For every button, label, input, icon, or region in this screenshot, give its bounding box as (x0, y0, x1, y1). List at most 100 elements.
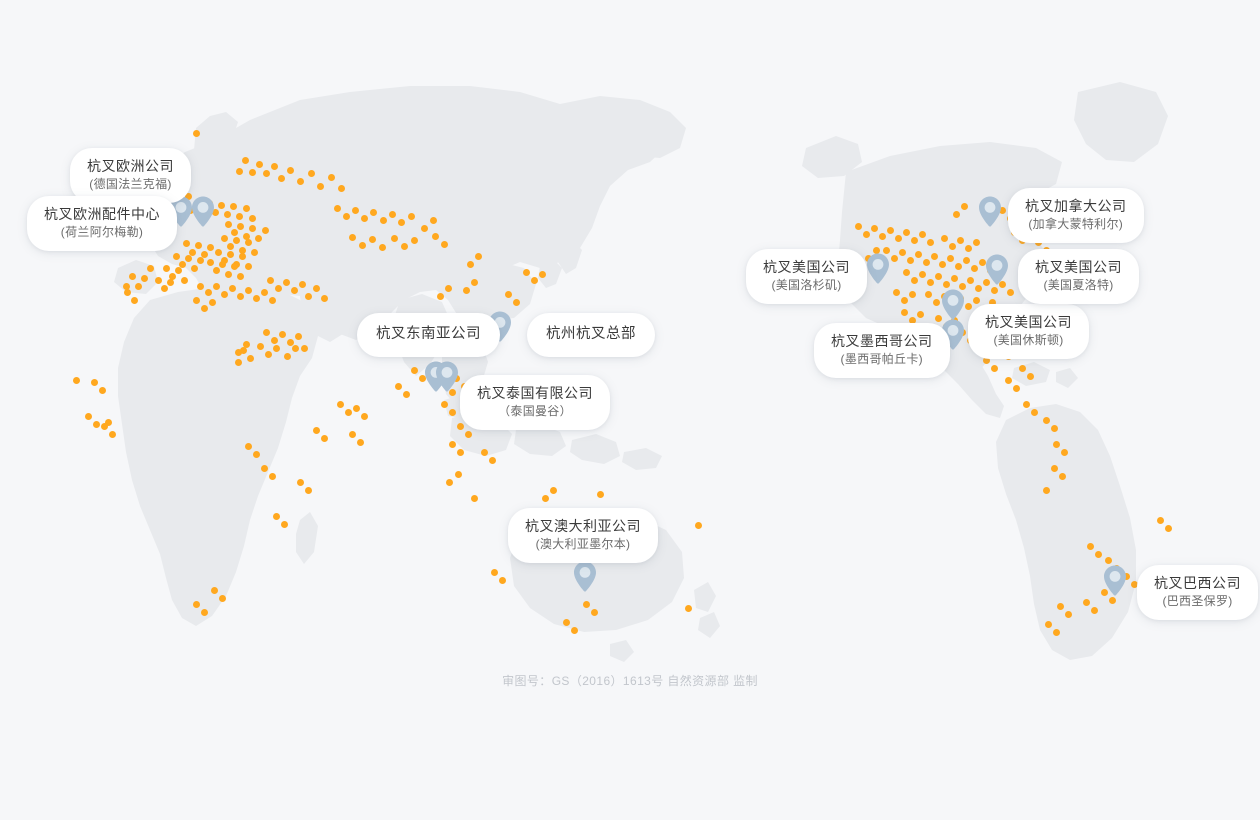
network-dot (990, 286, 998, 294)
network-dot (178, 260, 186, 268)
network-dot (530, 276, 538, 284)
network-dot (906, 256, 914, 264)
network-dot (418, 374, 426, 382)
network-dot (922, 258, 930, 266)
network-dot (200, 250, 208, 258)
label-southeast-asia[interactable]: 杭叉东南亚公司 (357, 313, 500, 358)
network-dot (352, 404, 360, 412)
network-dot (254, 234, 262, 242)
network-dot (296, 478, 304, 486)
network-dot (226, 242, 234, 250)
network-dot (241, 156, 249, 164)
label-mexico[interactable]: 杭叉墨西哥公司 (墨西哥帕丘卡) (814, 323, 950, 379)
network-dot (252, 450, 260, 458)
label-thailand[interactable]: 杭叉泰国有限公司 （泰国曼谷） (460, 375, 610, 431)
label-europe-parts-center[interactable]: 杭叉欧洲配件中心 (荷兰阿尔梅勒) (27, 196, 177, 252)
network-dot (890, 254, 898, 262)
network-dot (1026, 372, 1034, 380)
network-dot (270, 162, 278, 170)
label-europe-company[interactable]: 杭叉欧洲公司 (德国法兰克福) (70, 148, 191, 204)
network-dot (220, 256, 228, 264)
network-dot (1086, 542, 1094, 550)
label-usa-houston[interactable]: 杭叉美国公司 (美国休斯顿) (968, 304, 1089, 360)
network-dot (954, 262, 962, 270)
pin-usa-la[interactable] (865, 252, 891, 286)
network-dot (184, 254, 192, 262)
network-dot (402, 390, 410, 398)
network-dot (244, 238, 252, 246)
network-dot (268, 296, 276, 304)
network-dot (242, 340, 250, 348)
network-dot (188, 248, 196, 256)
network-dot (1100, 588, 1108, 596)
network-dot (964, 244, 972, 252)
network-dot (244, 286, 252, 294)
pin-canada[interactable] (977, 195, 1003, 229)
label-australia[interactable]: 杭叉澳大利亚公司 (澳大利亚墨尔本) (508, 508, 658, 564)
network-dot (146, 264, 154, 272)
network-dot (298, 280, 306, 288)
label-title: 杭州杭叉总部 (546, 326, 636, 342)
network-dot (160, 284, 168, 292)
network-dot (192, 296, 200, 304)
network-dot (394, 382, 402, 390)
network-dot (140, 274, 148, 282)
label-title: 杭叉欧洲公司 (87, 158, 174, 174)
label-usa-los-angeles[interactable]: 杭叉美国公司 (美国洛杉矶) (746, 249, 867, 305)
pin-usa-houston[interactable] (940, 288, 966, 322)
pin-brazil[interactable] (1102, 564, 1128, 598)
network-dot (590, 608, 598, 616)
label-hangzhou-hq[interactable]: 杭州杭叉总部 (527, 313, 655, 358)
network-dot (952, 210, 960, 218)
network-dot (248, 224, 256, 232)
network-dot (278, 330, 286, 338)
network-dot (134, 282, 142, 290)
pin-usa-charlotte[interactable] (984, 253, 1010, 287)
network-dot (549, 486, 557, 494)
network-dot (410, 366, 418, 374)
network-dot (270, 336, 278, 344)
network-dot (206, 243, 214, 251)
pin-australia[interactable] (572, 560, 598, 594)
network-dot (272, 344, 280, 352)
network-dot (870, 224, 878, 232)
network-dot (1042, 486, 1050, 494)
network-dot (333, 204, 341, 212)
network-dot (286, 166, 294, 174)
network-dot (337, 184, 345, 192)
landmasses (112, 82, 1168, 662)
label-brazil[interactable]: 杭叉巴西公司 (巴西圣保罗) (1137, 565, 1258, 621)
network-dot (470, 278, 478, 286)
network-dot (98, 386, 106, 394)
network-dot (964, 302, 972, 310)
network-dot (286, 338, 294, 346)
label-usa-charlotte[interactable]: 杭叉美国公司 (美国夏洛特) (1018, 249, 1139, 305)
network-dot (1042, 416, 1050, 424)
pin-europe-company[interactable] (190, 195, 216, 229)
network-dot (397, 218, 405, 226)
pin-thailand[interactable] (434, 360, 460, 394)
network-dot (1082, 598, 1090, 606)
network-dot (940, 234, 948, 242)
network-dot (1104, 556, 1112, 564)
label-title: 杭叉美国公司 (1035, 259, 1122, 275)
network-dot (596, 490, 604, 498)
network-dot (490, 568, 498, 576)
network-dot (92, 420, 100, 428)
network-dot (932, 298, 940, 306)
network-dot (924, 290, 932, 298)
network-dot (196, 256, 204, 264)
label-canada[interactable]: 杭叉加拿大公司 (加拿大蒙特利尔) (1008, 188, 1144, 244)
label-title: 杭叉巴西公司 (1154, 575, 1241, 591)
network-dot (184, 192, 192, 200)
network-dot (90, 378, 98, 386)
network-dot (218, 594, 226, 602)
label-city: （泰国曼谷） (498, 404, 572, 419)
network-dot (272, 512, 280, 520)
network-dot (1122, 572, 1130, 580)
network-dot (448, 440, 456, 448)
network-dot (256, 342, 264, 350)
network-dot (351, 206, 359, 214)
network-dot (982, 278, 990, 286)
network-dot (236, 272, 244, 280)
